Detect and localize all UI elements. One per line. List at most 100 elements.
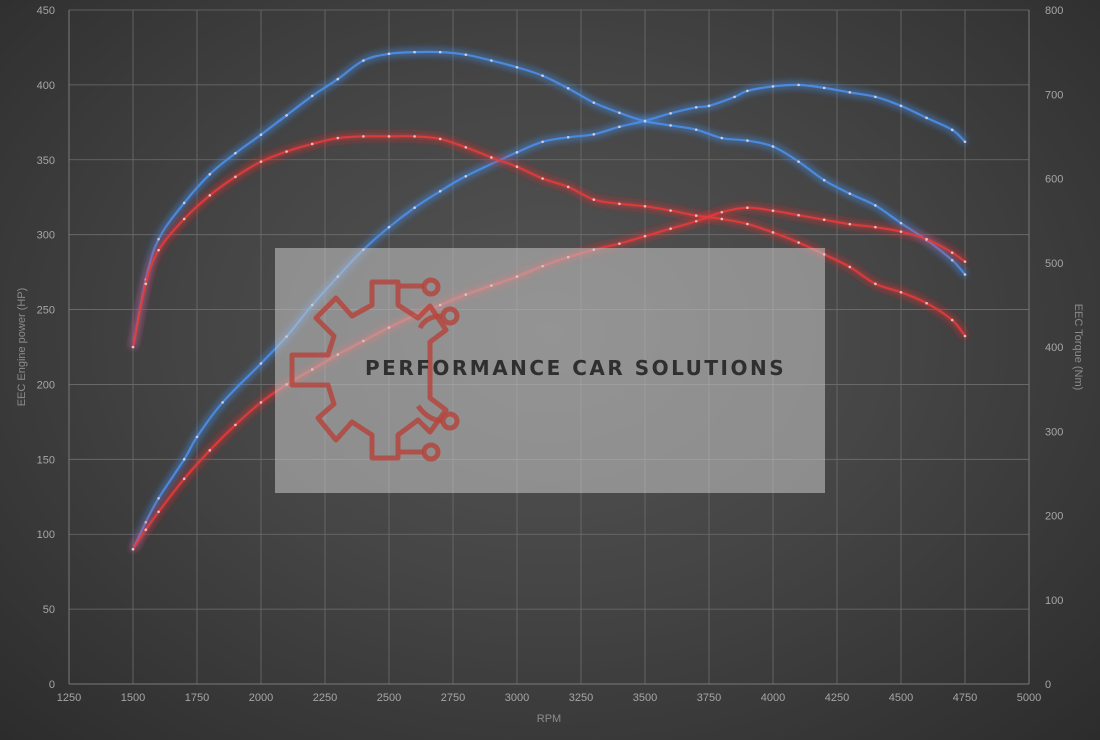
data-point: [899, 221, 903, 225]
data-point: [566, 87, 570, 90]
x-tick-label: 4750: [953, 692, 977, 704]
data-point: [771, 145, 775, 148]
series: [131, 50, 967, 551]
x-tick-label: 3250: [569, 692, 593, 704]
data-point: [925, 116, 928, 120]
data-point: [362, 135, 365, 138]
data-point: [157, 248, 160, 252]
data-point: [874, 282, 877, 286]
data-point: [925, 237, 928, 241]
data-point: [234, 175, 237, 179]
x-tick-label: 1750: [185, 692, 209, 704]
data-point: [157, 237, 160, 241]
data-point: [822, 178, 826, 182]
data-point: [515, 65, 519, 69]
data-point: [822, 86, 826, 90]
y2-tick-label: 500: [1045, 258, 1063, 270]
data-point: [310, 94, 314, 98]
data-point: [157, 510, 160, 514]
grid: [68, 9, 1030, 685]
x-tick-label: 2000: [249, 692, 273, 704]
data-point: [848, 222, 852, 226]
watermark-text: PERFORMANCE CAR SOLUTIONS: [365, 356, 786, 380]
data-point: [157, 496, 160, 500]
data-point: [234, 423, 237, 427]
data-point: [797, 213, 800, 217]
y-axis-title: EEC Engine power (HP): [16, 288, 28, 407]
data-point: [899, 104, 903, 108]
data-point: [566, 185, 570, 189]
y2-tick-label: 200: [1045, 511, 1063, 523]
series-2: [131, 50, 967, 349]
data-point: [310, 142, 314, 146]
data-point: [899, 290, 903, 294]
data-point: [707, 104, 711, 108]
y-tick-label: 400: [37, 80, 55, 92]
data-point: [746, 222, 749, 226]
data-point: [797, 83, 800, 87]
data-point: [336, 77, 340, 81]
data-point: [387, 135, 391, 138]
y2-tick-label: 800: [1045, 5, 1063, 17]
x-tick-label: 3500: [633, 692, 657, 704]
y-tick-label: 200: [37, 379, 55, 391]
data-point: [694, 106, 698, 109]
data-point: [746, 206, 749, 210]
data-point: [413, 50, 416, 54]
data-point: [848, 265, 852, 269]
x-tick-label: 4500: [889, 692, 913, 704]
data-point: [950, 258, 954, 262]
x-tick-label: 1500: [121, 692, 145, 704]
data-point: [746, 139, 749, 142]
data-point: [950, 251, 954, 254]
data-point: [541, 177, 544, 180]
y2-tick-label: 0: [1045, 679, 1051, 691]
data-point: [797, 160, 800, 163]
y2-tick-label: 700: [1045, 89, 1063, 101]
data-point: [208, 449, 212, 452]
data-point: [490, 59, 493, 62]
data-point: [515, 150, 519, 154]
y-tick-label: 450: [37, 5, 55, 17]
data-point: [259, 133, 263, 136]
data-point: [822, 218, 826, 221]
x-tick-label: 3750: [697, 692, 721, 704]
axis-ticks: 1250 1500 1750 2000 2250 2500 2750 3000 3250 3500…: [37, 5, 1064, 704]
data-point: [669, 124, 672, 127]
data-point: [694, 214, 698, 217]
data-point: [643, 234, 647, 238]
data-point: [771, 85, 775, 88]
x-tick-label: 4250: [825, 692, 849, 704]
x-tick-label: 2750: [441, 692, 465, 704]
data-point: [541, 140, 544, 144]
gear-circuit-logo-icon: [289, 277, 460, 462]
data-point: [848, 91, 852, 94]
data-point: [221, 401, 224, 404]
data-point: [387, 52, 391, 56]
data-point: [618, 242, 621, 245]
data-point: [848, 192, 852, 195]
x-tick-label: 3000: [505, 692, 529, 704]
data-point: [669, 227, 672, 230]
data-point: [464, 146, 468, 149]
y2-axis-title: EEC Torque (Nm): [1072, 304, 1084, 391]
x-tick-label: 2250: [313, 692, 337, 704]
y-tick-label: 50: [43, 604, 55, 616]
data-point: [694, 219, 698, 223]
data-point: [643, 119, 647, 123]
data-point: [285, 114, 288, 117]
data-point: [733, 95, 736, 99]
x-tick-label: 5000: [1017, 692, 1041, 704]
y-tick-label: 250: [37, 305, 55, 317]
data-point: [963, 260, 967, 263]
x-tick-label: 4000: [761, 692, 785, 704]
data-point: [131, 345, 135, 349]
y2-tick-label: 400: [1045, 342, 1063, 354]
data-point: [144, 282, 148, 286]
watermark: PERFORMANCE CAR SOLUTIONS: [275, 248, 825, 493]
data-point: [950, 128, 954, 132]
data-point: [669, 209, 672, 212]
data-point: [387, 225, 391, 229]
data-point: [963, 334, 967, 338]
data-point: [771, 231, 775, 234]
